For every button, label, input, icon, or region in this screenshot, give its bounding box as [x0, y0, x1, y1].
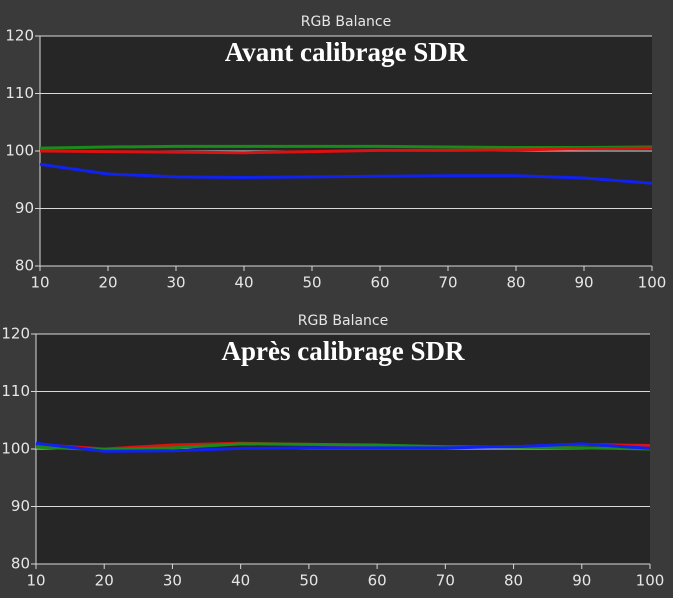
x-tick-label: 40	[234, 274, 253, 292]
y-tick-label: 100	[1, 440, 30, 458]
x-tick-label: 20	[98, 274, 117, 292]
x-tick-label: 90	[574, 274, 593, 292]
series-line	[39, 146, 653, 155]
y-tick-label: 80	[15, 257, 34, 275]
series-line	[39, 162, 653, 185]
y-tick-label: 90	[11, 497, 30, 515]
y-tick-label: 90	[15, 199, 34, 217]
x-tick-label: 20	[95, 572, 114, 590]
x-tick-label: 90	[572, 572, 591, 590]
chart-title: RGB Balance	[301, 14, 391, 30]
x-tick-label: 50	[299, 572, 318, 590]
x-tick-label: 100	[636, 572, 665, 590]
y-tick-label: 80	[11, 555, 30, 573]
y-tick-label: 120	[5, 27, 34, 45]
x-tick-label: 30	[163, 572, 182, 590]
annotation: Après calibrage SDR	[222, 336, 465, 366]
x-tick-label: 80	[506, 274, 525, 292]
x-tick-label: 40	[231, 572, 250, 590]
y-tick-label: 110	[1, 382, 30, 400]
series-line	[35, 441, 651, 453]
x-tick-label: 100	[638, 274, 667, 292]
chart-title: RGB Balance	[298, 313, 388, 329]
y-tick-label: 120	[1, 325, 30, 343]
y-tick-label: 110	[5, 84, 34, 102]
series-line	[35, 442, 651, 452]
x-tick-label: 30	[166, 274, 185, 292]
annotation: Avant calibrage SDR	[225, 37, 468, 67]
x-tick-label: 80	[504, 572, 523, 590]
x-tick-label: 10	[26, 572, 45, 590]
x-tick-label: 70	[436, 572, 455, 590]
x-tick-label: 60	[370, 274, 389, 292]
x-tick-label: 60	[368, 572, 387, 590]
y-tick-label: 100	[5, 142, 34, 160]
x-tick-label: 10	[30, 274, 49, 292]
series-line	[39, 144, 653, 150]
x-tick-label: 50	[302, 274, 321, 292]
x-tick-label: 70	[438, 274, 457, 292]
